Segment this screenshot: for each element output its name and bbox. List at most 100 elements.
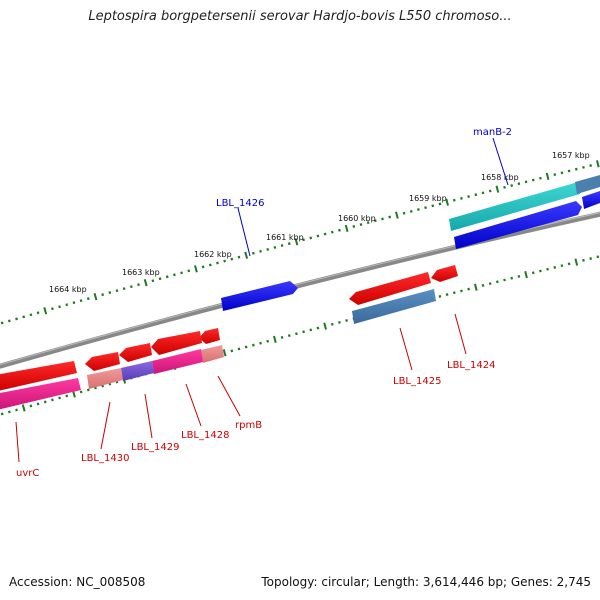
minor-tick xyxy=(539,269,542,273)
minor-tick xyxy=(510,276,514,280)
gene-feature[interactable] xyxy=(201,345,224,363)
minor-tick xyxy=(481,284,485,287)
gene-feature[interactable] xyxy=(85,352,120,371)
gene-label-LBL_1428[interactable]: LBL_1428 xyxy=(181,430,229,441)
gene-label-rpmB[interactable]: rpmB xyxy=(235,420,262,431)
major-tick xyxy=(445,198,449,206)
gene-label-LBL_1426[interactable]: LBL_1426 xyxy=(216,198,264,209)
gene-feature[interactable] xyxy=(152,349,203,374)
minor-tick xyxy=(259,249,262,253)
minor-tick xyxy=(216,261,219,265)
minor-tick xyxy=(280,336,284,339)
minor-tick xyxy=(230,257,234,261)
minor-tick xyxy=(173,273,176,277)
minor-tick xyxy=(330,322,334,326)
map-title: Leptospira borgpetersenii serovar Hardjo… xyxy=(88,9,512,24)
minor-tick xyxy=(302,238,305,242)
minor-tick xyxy=(316,326,320,330)
major-tick xyxy=(574,258,579,266)
kbp-scale-labels: 1657 kbp 1658 kbp 1659 kbp 1660 kbp 1661… xyxy=(49,151,590,294)
minor-tick xyxy=(58,396,61,400)
gene-feature[interactable] xyxy=(119,343,152,362)
minor-tick xyxy=(266,247,270,251)
minor-tick xyxy=(553,173,557,177)
minor-tick xyxy=(7,410,11,414)
kbp-label: 1660 kbp xyxy=(338,214,376,223)
major-tick xyxy=(545,172,550,181)
minor-tick xyxy=(0,321,4,325)
minor-tick xyxy=(208,263,212,267)
minor-tick xyxy=(187,269,191,273)
gene-label-uvrC[interactable]: uvrC xyxy=(16,468,39,479)
major-tick xyxy=(244,251,249,259)
minor-tick xyxy=(51,307,54,311)
minor-tick xyxy=(129,285,133,289)
minor-tick xyxy=(323,232,327,236)
minor-tick xyxy=(560,264,564,268)
minor-tick xyxy=(58,305,61,309)
gene-feature[interactable] xyxy=(121,361,154,381)
gene-label-LBL_1429[interactable]: LBL_1429 xyxy=(131,442,179,453)
minor-tick xyxy=(438,294,442,298)
minor-tick xyxy=(223,259,227,263)
minor-tick xyxy=(79,390,83,394)
gene-feature[interactable] xyxy=(582,191,600,209)
minor-tick xyxy=(503,185,506,189)
gene-feature[interactable] xyxy=(0,378,81,410)
gene-feature[interactable] xyxy=(0,361,77,391)
minor-tick xyxy=(65,303,69,307)
minor-tick xyxy=(531,178,535,182)
minor-tick xyxy=(431,204,435,208)
minor-tick xyxy=(251,343,255,347)
minor-tick xyxy=(86,297,90,301)
major-tick xyxy=(194,265,198,273)
gene-feature[interactable] xyxy=(199,328,220,344)
minor-tick xyxy=(302,330,305,334)
minor-tick xyxy=(330,230,334,234)
minor-tick xyxy=(460,289,463,293)
minor-tick xyxy=(460,196,463,200)
gene-feature[interactable] xyxy=(449,182,580,231)
minor-tick xyxy=(589,257,592,260)
minor-tick xyxy=(287,242,291,246)
minor-tick xyxy=(165,275,169,279)
kbp-label: 1662 kbp xyxy=(194,250,232,259)
gene-feature[interactable] xyxy=(431,265,458,282)
minor-tick xyxy=(22,315,26,319)
gene-label-LBL_1430[interactable]: LBL_1430 xyxy=(81,453,129,464)
accession-text: Accession: NC_008508 xyxy=(9,575,146,589)
gene-feature[interactable] xyxy=(151,331,202,355)
gene-label-manB-2[interactable]: manB-2 xyxy=(473,127,512,138)
minor-tick xyxy=(402,211,406,215)
minor-tick xyxy=(510,184,514,187)
gene-feature[interactable] xyxy=(575,175,600,194)
gene-feature[interactable] xyxy=(352,289,436,324)
major-tick xyxy=(495,185,500,193)
minor-tick xyxy=(287,334,291,338)
gene-feature[interactable] xyxy=(87,368,123,389)
major-tick xyxy=(143,279,148,287)
minor-tick xyxy=(309,328,313,332)
minor-tick xyxy=(0,412,4,416)
gene-feature[interactable] xyxy=(349,272,431,305)
minor-tick xyxy=(29,313,33,317)
minor-tick xyxy=(259,341,262,345)
minor-tick xyxy=(122,287,126,291)
minor-tick xyxy=(495,280,499,284)
minor-tick xyxy=(503,278,506,282)
gene-feature[interactable] xyxy=(454,201,582,249)
minor-tick xyxy=(86,388,90,392)
minor-tick xyxy=(15,408,18,412)
inner-tick-ring xyxy=(0,255,600,416)
gene-feature[interactable] xyxy=(221,281,298,311)
gene-label-LBL_1424[interactable]: LBL_1424 xyxy=(447,360,495,371)
major-tick xyxy=(43,307,48,315)
minor-tick xyxy=(517,274,521,278)
minor-tick xyxy=(517,182,521,186)
minor-tick xyxy=(15,317,18,321)
gene-label-LBL_1425[interactable]: LBL_1425 xyxy=(393,376,441,387)
minor-tick xyxy=(316,234,320,238)
minor-tick xyxy=(467,287,471,291)
